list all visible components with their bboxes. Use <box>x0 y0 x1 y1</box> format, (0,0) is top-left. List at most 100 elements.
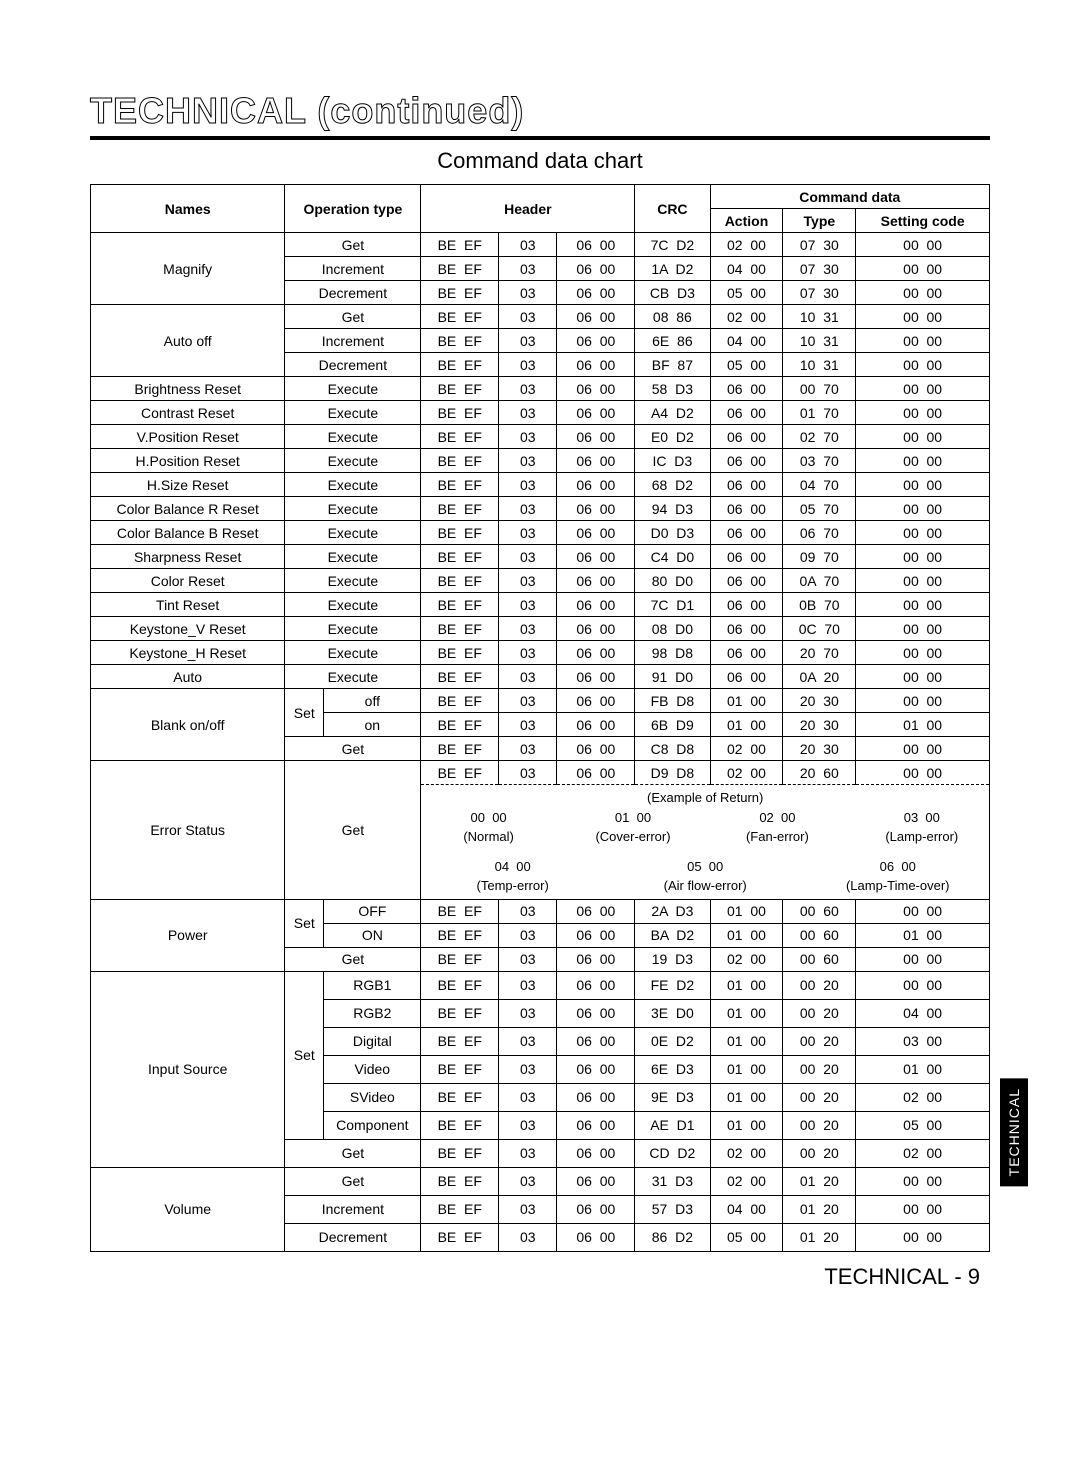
cell-op-value: ON <box>324 923 421 947</box>
cell-operation: Execute <box>285 569 421 593</box>
cell-crc: 2A D3 <box>635 899 710 923</box>
cell-op-value: Digital <box>324 1027 421 1055</box>
cell-operation: Get <box>285 1167 421 1195</box>
cell-crc: 6E D3 <box>635 1055 710 1083</box>
cell-header3: 06 00 <box>557 713 635 737</box>
cell-setting: 00 00 <box>856 233 990 257</box>
cell-header3: 06 00 <box>557 665 635 689</box>
cell-type: 0B 70 <box>783 593 856 617</box>
cell-op-value: RGB1 <box>324 971 421 999</box>
cell-operation: Get <box>285 947 421 971</box>
cell-type: 01 20 <box>783 1223 856 1251</box>
cell-crc: FB D8 <box>635 689 710 713</box>
cell-action: 06 00 <box>710 593 783 617</box>
cell-header3: 06 00 <box>557 521 635 545</box>
cell-action: 02 00 <box>710 761 783 785</box>
cell-type: 20 70 <box>783 641 856 665</box>
cell-header3: 06 00 <box>557 377 635 401</box>
cell-op-group: Set <box>285 689 324 737</box>
cell-setting: 00 00 <box>856 947 990 971</box>
cell-operation: Execute <box>285 593 421 617</box>
cell-header2: 03 <box>499 1027 557 1055</box>
cell-name: H.Position Reset <box>91 449 285 473</box>
cell-type: 07 30 <box>783 257 856 281</box>
cell-operation: Increment <box>285 257 421 281</box>
table-row: Error StatusGetBE EF0306 00D9 D802 0020 … <box>91 761 990 785</box>
cell-header3: 06 00 <box>557 899 635 923</box>
cell-operation: Execute <box>285 497 421 521</box>
cell-crc: 08 86 <box>635 305 710 329</box>
cell-name: Color Balance R Reset <box>91 497 285 521</box>
cell-setting: 00 00 <box>856 617 990 641</box>
table-row: Tint ResetExecuteBE EF0306 007C D106 000… <box>91 593 990 617</box>
cell-header1: BE EF <box>421 665 499 689</box>
cell-operation: Increment <box>285 1195 421 1223</box>
cell-type: 05 70 <box>783 497 856 521</box>
cell-action: 06 00 <box>710 569 783 593</box>
cell-type: 02 70 <box>783 425 856 449</box>
cell-operation: Execute <box>285 521 421 545</box>
cell-header2: 03 <box>499 899 557 923</box>
table-row: Contrast ResetExecuteBE EF0306 00A4 D206… <box>91 401 990 425</box>
cell-action: 04 00 <box>710 329 783 353</box>
cell-header1: BE EF <box>421 1167 499 1195</box>
cell-header1: BE EF <box>421 1055 499 1083</box>
cell-setting: 00 00 <box>856 689 990 713</box>
cell-action: 06 00 <box>710 401 783 425</box>
cell-header1: BE EF <box>421 713 499 737</box>
cell-crc: 91 D0 <box>635 665 710 689</box>
cell-setting: 00 00 <box>856 593 990 617</box>
cell-header1: BE EF <box>421 617 499 641</box>
cell-setting: 00 00 <box>856 473 990 497</box>
cell-setting: 00 00 <box>856 521 990 545</box>
cell-op-value: Component <box>324 1111 421 1139</box>
col-header: Header <box>421 185 635 233</box>
cell-operation: Execute <box>285 665 421 689</box>
cell-type: 00 70 <box>783 377 856 401</box>
cell-header1: BE EF <box>421 281 499 305</box>
cell-operation: Execute <box>285 617 421 641</box>
cell-crc: 98 D8 <box>635 641 710 665</box>
cell-setting: 00 00 <box>856 545 990 569</box>
col-action: Action <box>710 209 783 233</box>
cell-setting: 00 00 <box>856 401 990 425</box>
cell-type: 00 60 <box>783 947 856 971</box>
cell-crc: 6E 86 <box>635 329 710 353</box>
cell-header3: 06 00 <box>557 257 635 281</box>
cell-header3: 06 00 <box>557 1055 635 1083</box>
col-setting: Setting code <box>856 209 990 233</box>
table-row: Brightness ResetExecuteBE EF0306 0058 D3… <box>91 377 990 401</box>
cell-header1: BE EF <box>421 999 499 1027</box>
cell-crc: FE D2 <box>635 971 710 999</box>
table-row: Color Balance B ResetExecuteBE EF0306 00… <box>91 521 990 545</box>
cell-header2: 03 <box>499 737 557 761</box>
cell-type: 04 70 <box>783 473 856 497</box>
cell-type: 00 20 <box>783 1055 856 1083</box>
cell-crc: CD D2 <box>635 1139 710 1167</box>
cell-crc: A4 D2 <box>635 401 710 425</box>
cell-type: 00 20 <box>783 1027 856 1055</box>
cell-setting: 01 00 <box>856 1055 990 1083</box>
table-header: Names Operation type Header CRC Command … <box>91 185 990 233</box>
cell-crc: 57 D3 <box>635 1195 710 1223</box>
cell-header3: 06 00 <box>557 1195 635 1223</box>
cell-header3: 06 00 <box>557 569 635 593</box>
cell-header2: 03 <box>499 617 557 641</box>
cell-header2: 03 <box>499 641 557 665</box>
cell-header2: 03 <box>499 1083 557 1111</box>
table-row: Input SourceSetRGB1BE EF0306 00FE D201 0… <box>91 971 990 999</box>
cell-header3: 06 00 <box>557 497 635 521</box>
cell-setting: 02 00 <box>856 1139 990 1167</box>
cell-header3: 06 00 <box>557 1223 635 1251</box>
cell-type: 10 31 <box>783 353 856 377</box>
table-row: Auto offGetBE EF0306 0008 8602 0010 3100… <box>91 305 990 329</box>
table-row: Color Balance R ResetExecuteBE EF0306 00… <box>91 497 990 521</box>
cell-header3: 06 00 <box>557 1083 635 1111</box>
cell-operation: Get <box>285 737 421 761</box>
cell-crc: 08 D0 <box>635 617 710 641</box>
cell-action: 01 00 <box>710 1083 783 1111</box>
cell-action: 06 00 <box>710 449 783 473</box>
cell-type: 09 70 <box>783 545 856 569</box>
table-row: VolumeGetBE EF0306 0031 D302 0001 2000 0… <box>91 1167 990 1195</box>
cell-header1: BE EF <box>421 425 499 449</box>
